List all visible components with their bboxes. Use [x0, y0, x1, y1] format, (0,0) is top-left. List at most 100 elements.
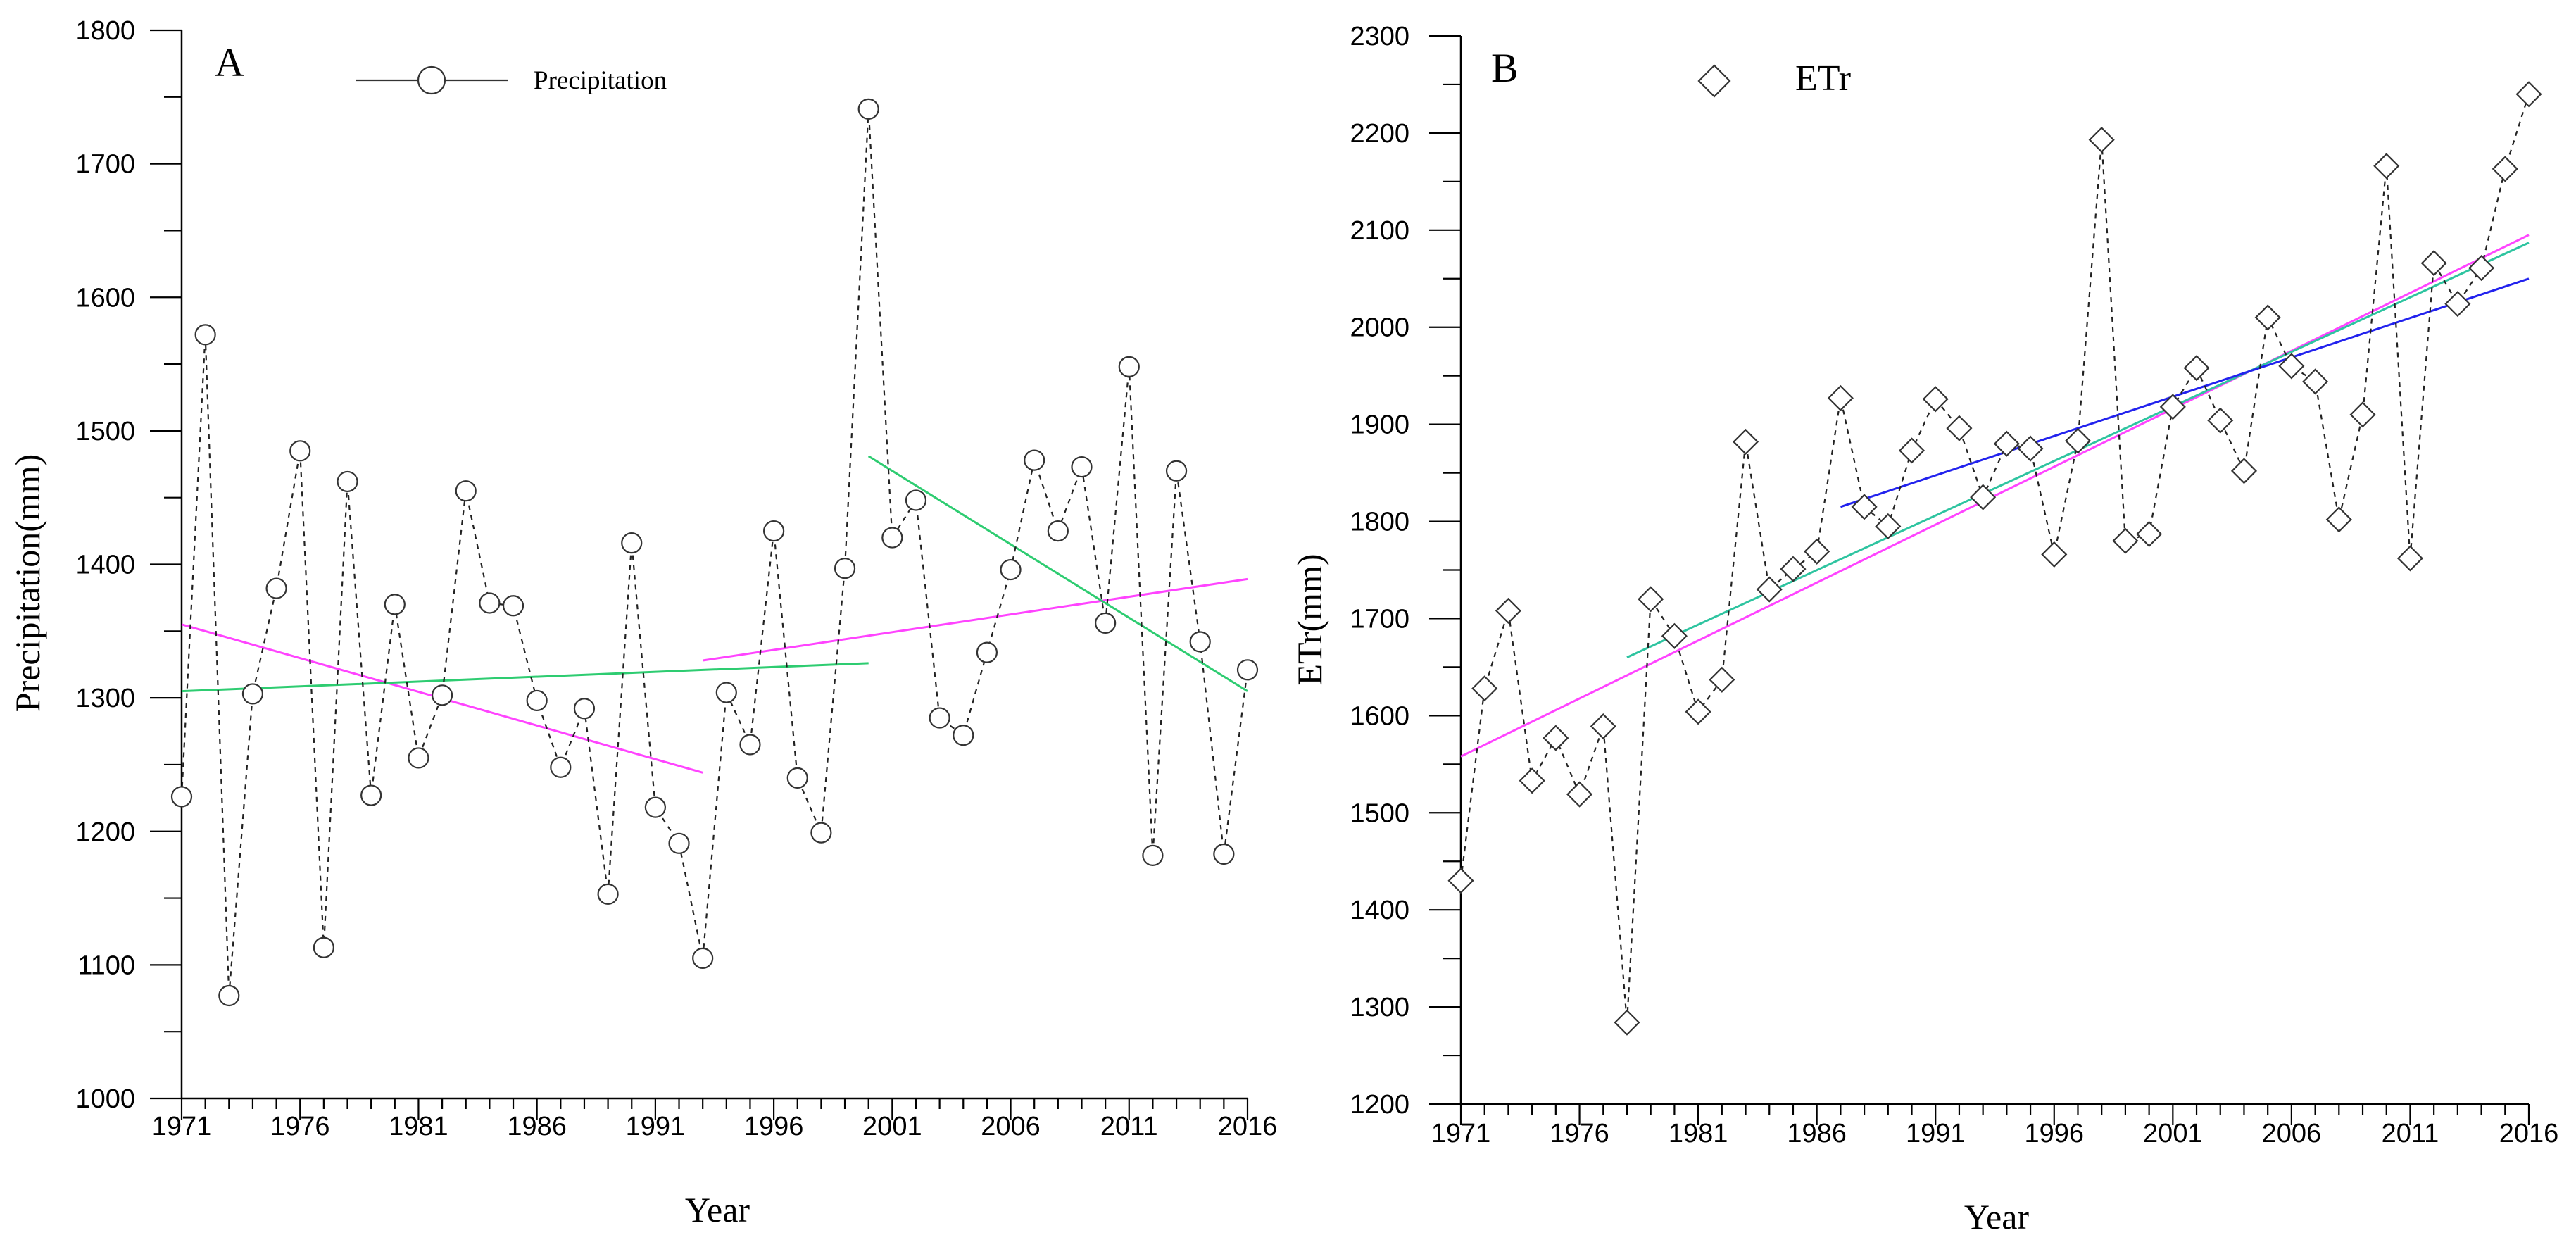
panel-a-data-point	[715, 682, 737, 703]
panel-b-data-point	[1946, 415, 1973, 441]
panel-a-trend-1971-2000-line	[181, 662, 869, 693]
panel-a-precipitation-chart: A Precipitation 1000 1100 1200 1300 1400 1500…	[8, 16, 1277, 1229]
panel-a-data-point	[621, 532, 643, 554]
panel-b-x-axis-title: Year	[1964, 1197, 2029, 1236]
panel-b-y-tick-label: 1500	[1350, 798, 1409, 828]
panel-a-data-point	[905, 489, 927, 511]
panel-a-y-tick-label: 1400	[75, 551, 135, 580]
panel-b-trend-1971-2016-line	[1460, 234, 2530, 758]
panel-b-data-point	[1875, 513, 1902, 539]
panel-a-y-tick-label: 1200	[75, 817, 135, 847]
panel-b-data-point	[1898, 437, 1925, 464]
panel-b-y-tick-label: 1300	[1350, 993, 1409, 1022]
panel-b-data-point	[1519, 767, 1545, 794]
panel-b-etr-chart: B ETr 1200 1300 1400 1500 1600 1700 1800 1900 20…	[1290, 22, 2558, 1236]
panel-b-y-tick-label: 1200	[1350, 1090, 1409, 1120]
panel-b-legend-label: ETr	[1795, 58, 1851, 99]
panel-a-x-tick-label: 1996	[744, 1112, 804, 1141]
panel-b-data-point	[1732, 428, 1759, 456]
panel-b-y-tick-label: 1800	[1350, 508, 1409, 537]
panel-a-x-axis-title: Year	[685, 1190, 750, 1229]
panel-b-data-point	[2088, 127, 2115, 153]
panel-b-data-point	[1614, 1009, 1640, 1036]
panel-b-x-tick-label: 1986	[1787, 1119, 1847, 1148]
panel-a-y-tick-label: 1000	[75, 1084, 135, 1114]
panel-a-data-point	[1118, 356, 1140, 377]
panel-b-data-point	[1827, 384, 1854, 411]
panel-b-data-point	[2515, 81, 2542, 108]
panel-b-data-point	[2254, 304, 2281, 331]
panel-a-data-point	[455, 480, 477, 502]
panel-a-x-tick-label: 1981	[389, 1112, 448, 1141]
panel-a-legend-label: Precipitation	[534, 66, 667, 95]
panel-b-data-point	[2492, 156, 2518, 182]
panel-b-y-tick-label: 1400	[1350, 896, 1409, 925]
panel-a-x-tick-label: 1986	[507, 1112, 567, 1141]
panel-a-data-point	[479, 592, 501, 614]
panel-a-data-point	[1024, 449, 1045, 471]
panel-a-data-point	[1095, 612, 1117, 634]
panel-a-data-point	[360, 784, 382, 806]
panel-b-data-point	[2325, 506, 2352, 533]
panel-a-y-tick-label: 1300	[75, 684, 135, 713]
panel-a-data-point	[597, 883, 619, 905]
panel-b-data-point	[2207, 407, 2234, 434]
panel-b-data-point	[1566, 781, 1593, 808]
panel-a-data-point	[337, 470, 358, 493]
panel-a-label: A	[215, 39, 244, 85]
panel-b-legend-diamond-marker	[1697, 64, 1731, 98]
panel-b-axes: 1200 1300 1400 1500 1600 1700 1800 1900 2000 2100…	[1350, 22, 2558, 1148]
panel-b-data-point	[2468, 255, 2495, 282]
panel-b-data-point	[1804, 538, 1830, 565]
panel-a-data-point	[786, 767, 808, 789]
panel-a-data-point	[241, 683, 264, 705]
panel-b-series	[1447, 81, 2542, 1036]
panel-b-y-tick-label: 2300	[1350, 22, 1409, 51]
panel-a-data-point	[644, 796, 666, 818]
panel-b-data-point	[2041, 541, 2068, 568]
panel-a-data-point	[265, 577, 287, 599]
panel-b-data-point	[1543, 725, 1569, 751]
panel-a-y-tick-label: 1100	[77, 951, 135, 980]
panel-b-x-tick-label: 2001	[2143, 1119, 2203, 1148]
panel-b-data-point	[2136, 520, 2163, 548]
panel-a-trend-lines	[181, 455, 1248, 774]
panel-b-data-point	[1638, 586, 1664, 613]
panel-a-data-point	[573, 698, 596, 720]
panel-b-series-line	[1459, 94, 2530, 1023]
panel-a-series	[170, 98, 1259, 1007]
panel-b-data-point	[2230, 458, 2258, 484]
panel-a-x-tick-label: 1971	[152, 1112, 212, 1141]
panel-a-data-point	[408, 747, 429, 769]
panel-a-data-point	[194, 324, 216, 346]
panel-a-data-point	[810, 822, 832, 844]
panel-b-data-point	[1756, 576, 1783, 603]
panel-b-data-point	[2349, 401, 2376, 428]
panel-b-label: B	[1491, 45, 1519, 91]
panel-a-data-point	[881, 527, 903, 549]
panel-b-trend-1987-2016-line	[1840, 277, 2530, 508]
panel-b-y-tick-label: 2100	[1350, 216, 1409, 246]
panel-a-y-tick-label: 1700	[75, 150, 135, 180]
panel-a-data-point	[1071, 456, 1093, 478]
panel-a-data-point	[739, 734, 761, 756]
panel-a-x-tick-label: 2011	[1100, 1112, 1158, 1141]
panel-a-data-point	[857, 98, 879, 120]
panel-b-data-point	[2017, 435, 2044, 462]
panel-a-data-point	[289, 440, 311, 462]
panel-a-axes: 1000 1100 1200 1300 1400 1500 1600 1700 1800 1971…	[75, 16, 1277, 1141]
panel-a-data-point	[1189, 631, 1211, 653]
panel-a-data-point	[1165, 460, 1188, 482]
panel-b-x-tick-label: 2011	[2382, 1119, 2439, 1148]
panel-a-legend-circle-marker	[417, 65, 446, 95]
panel-a-data-point	[550, 756, 572, 778]
panel-a-data-point	[170, 786, 193, 808]
panel-b-data-point	[2373, 153, 2400, 180]
panel-b-data-point	[2302, 368, 2329, 395]
panel-a-series-line	[180, 108, 1249, 996]
panel-a-y-tick-label: 1500	[75, 417, 135, 446]
panel-b-data-point	[2278, 353, 2305, 380]
panel-b-x-tick-label: 2016	[2499, 1119, 2559, 1148]
panel-b-data-point	[2183, 355, 2210, 382]
